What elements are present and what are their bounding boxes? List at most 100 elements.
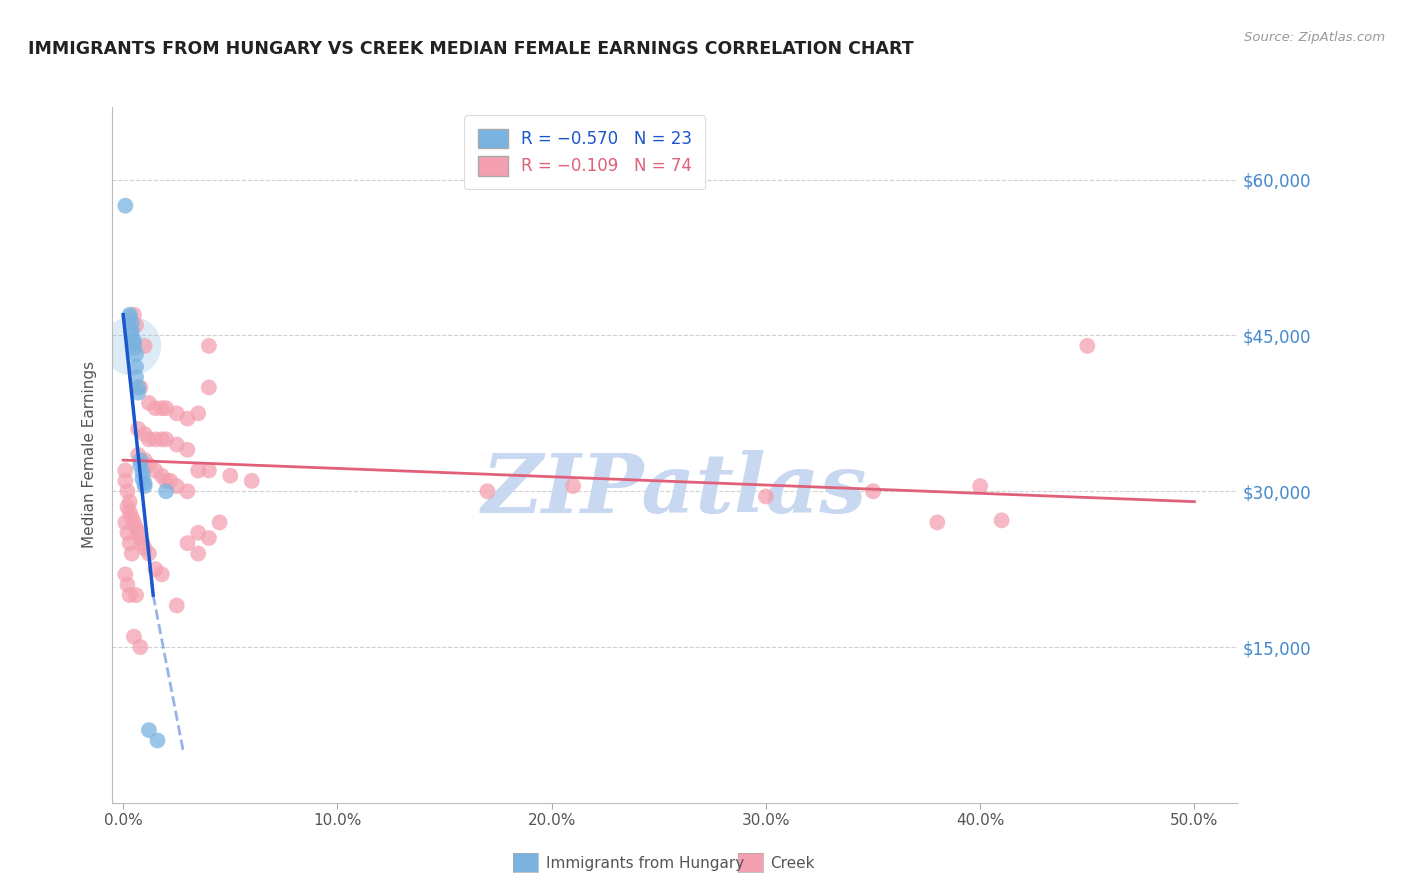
Point xyxy=(176,442,198,457)
Point xyxy=(117,484,139,499)
Point xyxy=(166,479,188,493)
Point xyxy=(127,385,149,400)
Point xyxy=(155,474,177,488)
Point xyxy=(155,401,177,416)
Point xyxy=(159,474,181,488)
Point xyxy=(176,484,198,499)
Point xyxy=(198,463,221,477)
Point xyxy=(134,479,156,493)
Point xyxy=(129,380,152,394)
Point xyxy=(477,484,499,499)
Point xyxy=(562,479,585,493)
Point xyxy=(969,479,991,493)
Point xyxy=(143,433,166,447)
Point xyxy=(127,525,149,540)
Text: ZIPatlas: ZIPatlas xyxy=(482,450,868,530)
Point xyxy=(240,474,263,488)
Point xyxy=(114,516,136,530)
Point xyxy=(166,599,188,613)
Point xyxy=(219,468,242,483)
Point xyxy=(143,562,166,576)
Point xyxy=(125,359,148,374)
Point xyxy=(187,547,209,561)
Text: IMMIGRANTS FROM HUNGARY VS CREEK MEDIAN FEMALE EARNINGS CORRELATION CHART: IMMIGRANTS FROM HUNGARY VS CREEK MEDIAN … xyxy=(28,40,914,58)
Point xyxy=(122,516,145,530)
Point xyxy=(129,640,152,654)
Point xyxy=(121,323,143,337)
Legend: R = −0.570   N = 23, R = −0.109   N = 74: R = −0.570 N = 23, R = −0.109 N = 74 xyxy=(464,115,706,189)
Point xyxy=(117,500,139,514)
Point xyxy=(114,199,136,213)
Point xyxy=(117,578,139,592)
Point xyxy=(125,520,148,534)
Point xyxy=(122,308,145,322)
Point xyxy=(138,723,160,738)
Point xyxy=(138,458,160,473)
Point xyxy=(134,475,156,490)
Point xyxy=(125,318,148,332)
Point xyxy=(150,401,173,416)
Point xyxy=(150,433,173,447)
Point xyxy=(155,484,177,499)
Point xyxy=(150,468,173,483)
Point xyxy=(755,490,778,504)
Point xyxy=(134,453,156,467)
Point xyxy=(129,453,152,467)
Point xyxy=(927,516,949,530)
Point xyxy=(118,536,141,550)
Point xyxy=(138,396,160,410)
Point xyxy=(114,474,136,488)
Point xyxy=(187,463,209,477)
Point xyxy=(114,567,136,582)
Text: Immigrants from Hungary: Immigrants from Hungary xyxy=(546,856,744,871)
Point xyxy=(166,437,188,451)
Point xyxy=(990,513,1012,527)
Point xyxy=(129,458,152,473)
Point xyxy=(118,588,141,602)
Point xyxy=(176,536,198,550)
Point xyxy=(862,484,884,499)
Point xyxy=(118,494,141,508)
Point xyxy=(155,433,177,447)
Point xyxy=(117,525,139,540)
Point xyxy=(198,380,221,394)
Point xyxy=(127,448,149,462)
Point xyxy=(131,466,153,480)
Point xyxy=(122,336,145,351)
Point xyxy=(146,733,169,747)
Point xyxy=(125,370,148,384)
Point xyxy=(1076,339,1098,353)
Point xyxy=(166,406,188,420)
Point xyxy=(118,310,141,324)
Point xyxy=(131,472,153,486)
Point xyxy=(121,316,143,330)
Point xyxy=(187,525,209,540)
Point xyxy=(118,505,141,519)
Point xyxy=(129,531,152,545)
Point xyxy=(127,380,149,394)
Point xyxy=(122,341,145,355)
Text: Source: ZipAtlas.com: Source: ZipAtlas.com xyxy=(1244,31,1385,45)
Point xyxy=(131,536,153,550)
Point xyxy=(121,510,143,524)
Y-axis label: Median Female Earnings: Median Female Earnings xyxy=(82,361,97,549)
Point xyxy=(121,547,143,561)
Point xyxy=(121,339,143,353)
Point xyxy=(134,541,156,556)
Point xyxy=(114,463,136,477)
Point xyxy=(125,347,148,361)
Point xyxy=(143,463,166,477)
Point xyxy=(198,339,221,353)
Point xyxy=(138,547,160,561)
Point xyxy=(176,411,198,425)
Point xyxy=(208,516,231,530)
Point xyxy=(150,567,173,582)
Point xyxy=(121,328,143,343)
Point xyxy=(143,401,166,416)
Point xyxy=(122,630,145,644)
Point xyxy=(122,334,145,348)
Point xyxy=(118,308,141,322)
Point xyxy=(127,422,149,436)
Point xyxy=(134,339,156,353)
Point xyxy=(198,531,221,545)
